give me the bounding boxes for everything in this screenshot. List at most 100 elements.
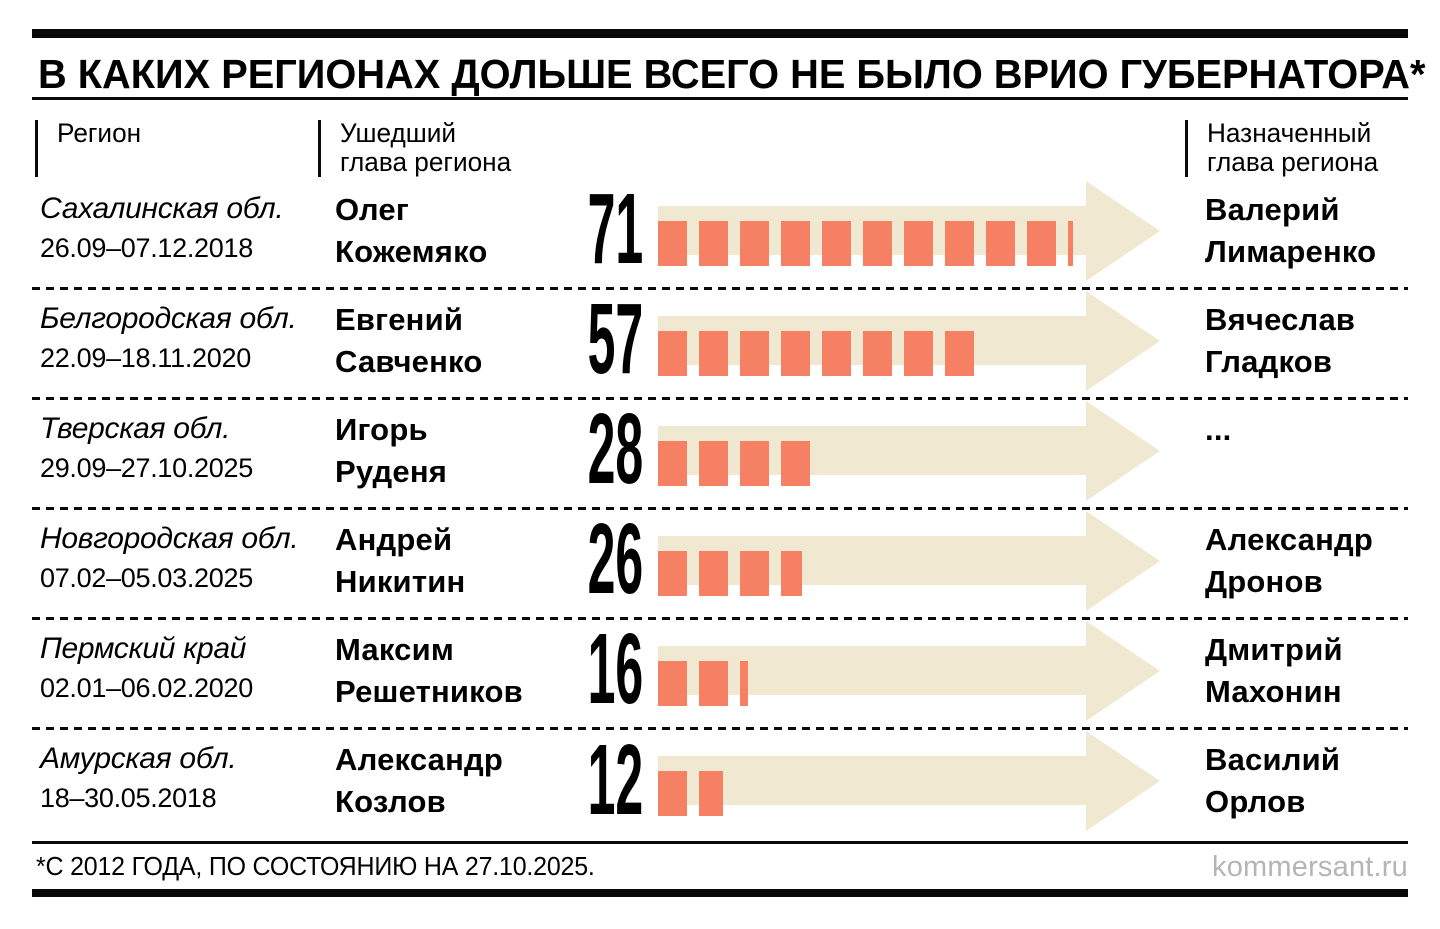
week-block — [822, 221, 851, 266]
week-block — [658, 221, 687, 266]
week-block — [699, 441, 728, 486]
week-blocks — [658, 331, 974, 376]
week-blocks — [658, 221, 1073, 266]
week-block — [658, 441, 687, 486]
region-cell: Сахалинская обл. 26.09–07.12.2018 — [40, 180, 335, 290]
footer-rule — [32, 841, 1408, 844]
days-count: 57 — [587, 283, 643, 395]
footnote: *С 2012 ГОДА, ПО СОСТОЯНИЮ НА 27.10.2025… — [36, 851, 595, 881]
week-block — [740, 441, 769, 486]
duration-arrow — [658, 180, 1160, 290]
region-cell: Пермский край 02.01–06.02.2020 — [40, 620, 335, 730]
days-cell: 12 — [587, 730, 643, 841]
appointed-governor-name: Вячеслав Гладков — [1205, 302, 1356, 379]
column-headers: Регион Ушедший глава региона Назначенный г… — [32, 118, 1408, 180]
week-block — [863, 221, 892, 266]
appointed-governor-name: Дмитрий Махонин — [1205, 632, 1343, 709]
region-cell: Тверская обл. 29.09–27.10.2025 — [40, 400, 335, 510]
vacancy-period: 07.02–05.03.2025 — [40, 563, 253, 593]
region-cell: Новгородская обл. 07.02–05.03.2025 — [40, 510, 335, 620]
duration-arrow — [658, 510, 1160, 620]
data-rows: Сахалинская обл. 26.09–07.12.2018 Олег К… — [32, 173, 1408, 841]
header-tick — [318, 120, 321, 177]
vacancy-period: 29.09–27.10.2025 — [40, 453, 253, 483]
week-block — [986, 221, 1015, 266]
column-header-region: Регион — [35, 118, 144, 177]
departed-governor-name: Максим Решетников — [335, 632, 523, 709]
arrow-shaft — [658, 426, 1086, 475]
header-tick — [35, 120, 38, 177]
vacancy-period: 26.09–07.12.2018 — [40, 233, 253, 263]
days-cell: 28 — [587, 399, 643, 510]
region-cell: Амурская обл. 18–30.05.2018 — [40, 730, 335, 841]
week-block — [658, 661, 687, 706]
column-header-label: Регион — [57, 118, 142, 148]
region-name: Пермский край — [40, 632, 247, 665]
week-block — [658, 331, 687, 376]
week-block — [740, 551, 769, 596]
arrow-head-icon — [1086, 401, 1160, 501]
week-blocks — [658, 771, 723, 816]
bottom-rule-bar — [32, 889, 1408, 897]
arrow-head-icon — [1086, 511, 1160, 611]
week-block — [904, 331, 933, 376]
arrow-head-icon — [1086, 291, 1160, 391]
days-cell: 57 — [587, 289, 643, 400]
days-count: 28 — [587, 393, 643, 505]
week-block — [781, 221, 810, 266]
week-block — [781, 441, 810, 486]
week-block — [699, 771, 723, 816]
week-blocks — [658, 441, 810, 486]
column-header-appointed: Назначенный глава региона — [1185, 118, 1384, 177]
days-cell: 16 — [587, 619, 643, 730]
week-block — [822, 331, 851, 376]
days-count: 26 — [587, 503, 643, 615]
table-row: Новгородская обл. 07.02–05.03.2025 Андре… — [32, 509, 1408, 620]
footer: *С 2012 ГОДА, ПО СОСТОЯНИЮ НА 27.10.2025… — [36, 851, 1408, 884]
arrow-shaft — [658, 536, 1086, 585]
appointed-governor-name: Валерий Лимаренко — [1205, 192, 1377, 269]
appointed-governor-name: Василий Орлов — [1205, 742, 1341, 819]
departed-governor-name: Игорь Руденя — [335, 412, 448, 489]
week-block — [781, 331, 810, 376]
region-name: Амурская обл. — [40, 742, 237, 775]
source-credit: kommersant.ru — [1212, 851, 1408, 883]
vacancy-period: 18–30.05.2018 — [40, 783, 217, 813]
week-blocks — [658, 661, 748, 706]
page-title: В КАКИХ РЕГИОНАХ ДОЛЬШЕ ВСЕГО НЕ БЫЛО ВР… — [38, 51, 1426, 97]
week-block — [658, 771, 687, 816]
arrow-head-icon — [1086, 731, 1160, 831]
top-rule-bar — [32, 29, 1408, 38]
region-name: Тверская обл. — [40, 412, 231, 445]
title-underline — [32, 97, 1408, 100]
duration-arrow — [658, 730, 1160, 841]
days-count: 71 — [587, 173, 643, 285]
week-blocks — [658, 551, 802, 596]
arrow-shaft — [658, 646, 1086, 695]
region-name: Сахалинская обл. — [40, 192, 284, 225]
week-block — [904, 221, 933, 266]
table-row: Амурская обл. 18–30.05.2018 Александр Ко… — [32, 730, 1408, 841]
appointed-governor-name: ... — [1205, 412, 1232, 447]
week-block — [699, 551, 728, 596]
days-count: 16 — [587, 613, 643, 725]
appointed-governor-name: Александр Дронов — [1205, 522, 1374, 599]
week-block — [1068, 221, 1073, 266]
days-cell: 26 — [587, 509, 643, 620]
week-block — [740, 661, 748, 706]
region-cell: Белгородская обл. 22.09–18.11.2020 — [40, 290, 335, 400]
column-header-label: Назначенный глава региона — [1207, 118, 1379, 177]
week-block — [863, 331, 892, 376]
table-row: Тверская обл. 29.09–27.10.2025 Игорь Руд… — [32, 399, 1408, 510]
header-tick — [1185, 120, 1188, 177]
departed-governor-name: Евгений Савченко — [335, 302, 483, 379]
duration-arrow — [658, 400, 1160, 510]
week-block — [945, 331, 974, 376]
week-block — [1027, 221, 1056, 266]
week-block — [740, 221, 769, 266]
column-header-departed: Ушедший глава региона — [318, 118, 517, 177]
region-name: Новгородская обл. — [40, 522, 299, 555]
region-name: Белгородская обл. — [40, 302, 297, 335]
arrow-shaft — [658, 756, 1086, 805]
